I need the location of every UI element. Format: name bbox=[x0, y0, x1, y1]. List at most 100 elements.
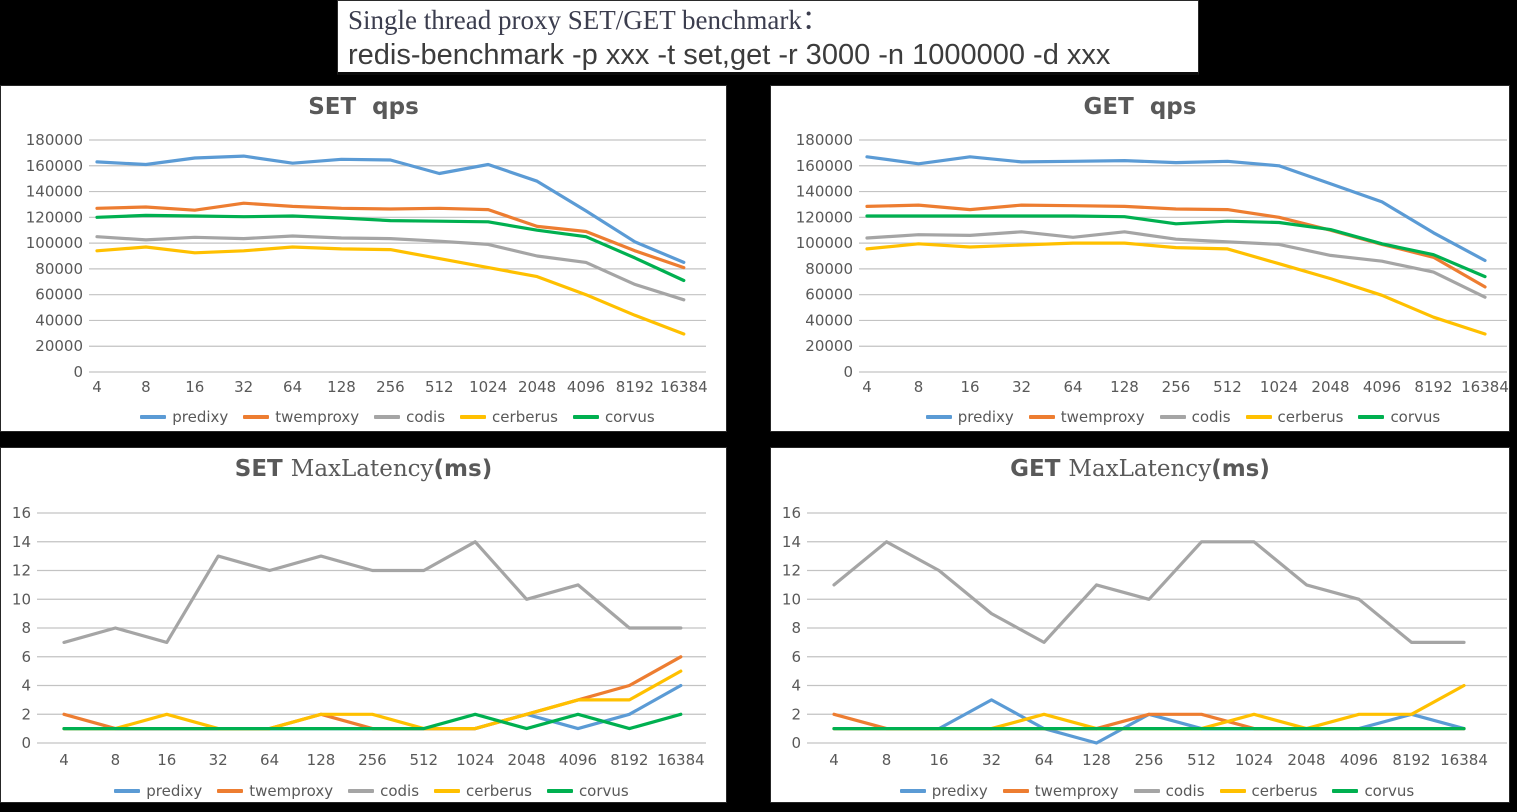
x-axis-label: 2048 bbox=[508, 751, 546, 769]
x-axis-label: 4 bbox=[862, 378, 872, 396]
legend-item-predixy: predixy bbox=[114, 782, 202, 800]
x-axis-label: 8 bbox=[141, 378, 151, 396]
chart-plot-set-qps: 180000 160000 140000 120000 100000 80000 60000… bbox=[26, 131, 708, 396]
x-axis-label: 8192 bbox=[616, 378, 654, 396]
x-axis-label: 16384 bbox=[660, 378, 708, 396]
series-line-cerberus bbox=[95, 245, 686, 336]
legend-item-twemproxy: twemproxy bbox=[217, 782, 333, 800]
legend-swatch-cerberus bbox=[1219, 789, 1246, 793]
legend-label-cerberus: cerberus bbox=[1251, 782, 1318, 800]
x-axis-label: 4096 bbox=[567, 378, 605, 396]
chart-panel-get-maxlatency: 16 14 12 10 8 6 4 2 0 4 8 16 32 64 128 256 512 1024 2048 40… bbox=[770, 447, 1510, 803]
legend-swatch-codis bbox=[1133, 789, 1160, 793]
x-axis-label: 8192 bbox=[1414, 378, 1452, 396]
series-line-cerberus bbox=[62, 669, 683, 731]
x-axis-label: 256 bbox=[1135, 751, 1164, 769]
series-line-codis bbox=[865, 230, 1487, 299]
legend-item-predixy: predixy bbox=[899, 782, 988, 800]
y-axis-label: 6 bbox=[791, 648, 801, 666]
x-axis-label: 2048 bbox=[518, 378, 556, 396]
legend-item-cerberus: cerberus bbox=[434, 782, 532, 800]
legend-item-corvus: corvus bbox=[1358, 408, 1440, 426]
legend-item-predixy: predixy bbox=[925, 408, 1014, 426]
legend-label-twemproxy: twemproxy bbox=[1060, 408, 1145, 426]
chart-title-segment: GET bbox=[1010, 456, 1069, 482]
y-axis-label: 0 bbox=[843, 363, 853, 381]
chart-title-segment: (ms) bbox=[433, 456, 493, 482]
series-line-predixy bbox=[832, 698, 1466, 745]
y-axis-label: 60000 bbox=[805, 286, 853, 304]
series-line-corvus bbox=[865, 214, 1487, 279]
x-axis-label: 256 bbox=[358, 751, 387, 769]
legend-label-predixy: predixy bbox=[146, 782, 203, 800]
legend-label-corvus: corvus bbox=[578, 782, 629, 800]
x-axis-label: 512 bbox=[425, 378, 454, 396]
legend-swatch-predixy bbox=[925, 415, 952, 419]
y-axis-label: 12 bbox=[782, 562, 801, 580]
chart-title-segment: SET bbox=[234, 456, 291, 482]
x-axis-label: 256 bbox=[1162, 378, 1191, 396]
y-axis-label: 8 bbox=[21, 619, 31, 637]
x-axis-label: 32 bbox=[982, 751, 1001, 769]
legend-swatch-cerberus bbox=[1245, 415, 1272, 419]
x-axis-label: 8 bbox=[882, 751, 892, 769]
y-axis-label: 16 bbox=[782, 504, 801, 522]
legend-label-cerberus: cerberus bbox=[1277, 408, 1344, 426]
legend-label-corvus: corvus bbox=[1364, 782, 1415, 800]
chart-title: SET MaxLatency(ms) bbox=[1, 456, 726, 482]
legend-label-corvus: corvus bbox=[1390, 408, 1441, 426]
y-axis-label: 10 bbox=[782, 590, 801, 608]
legend-swatch-corvus bbox=[1332, 789, 1359, 793]
series-line-codis bbox=[95, 234, 686, 302]
legend-item-cerberus: cerberus bbox=[1245, 408, 1344, 426]
series-line-cerberus bbox=[832, 683, 1466, 731]
x-axis-label: 8 bbox=[914, 378, 924, 396]
legend-label-twemproxy: twemproxy bbox=[249, 782, 334, 800]
legend-swatch-predixy bbox=[114, 789, 141, 793]
chart-legend: predixy twemproxy codis cerberus corvus bbox=[859, 407, 1507, 427]
series-line-predixy bbox=[62, 683, 683, 731]
legend-swatch-twemproxy bbox=[217, 789, 244, 793]
y-axis-label: 140000 bbox=[796, 183, 853, 201]
legend-swatch-predixy bbox=[899, 789, 926, 793]
x-axis-label: 1024 bbox=[1235, 751, 1273, 769]
x-axis-label: 512 bbox=[409, 751, 438, 769]
y-axis-label: 140000 bbox=[26, 183, 83, 201]
y-axis-label: 160000 bbox=[796, 157, 853, 175]
x-axis-label: 16384 bbox=[1461, 378, 1509, 396]
x-axis-label: 8 bbox=[111, 751, 121, 769]
legend-label-codis: codis bbox=[380, 782, 420, 800]
x-axis-label: 2048 bbox=[1311, 378, 1349, 396]
y-axis-label: 0 bbox=[73, 363, 83, 381]
x-axis-label: 128 bbox=[1110, 378, 1139, 396]
x-axis-label: 64 bbox=[1034, 751, 1053, 769]
y-axis-label: 8 bbox=[791, 619, 801, 637]
legend-label-cerberus: cerberus bbox=[466, 782, 532, 800]
x-axis-label: 256 bbox=[376, 378, 405, 396]
y-axis-label: 4 bbox=[21, 677, 31, 695]
chart-panel-get-qps: 180000 160000 140000 120000 100000 80000 60000… bbox=[770, 85, 1510, 432]
series-line-codis bbox=[62, 540, 683, 644]
legend-swatch-codis bbox=[374, 415, 401, 419]
chart-title-segment: SET qps bbox=[308, 94, 419, 120]
x-axis-label: 128 bbox=[1082, 751, 1111, 769]
y-axis-label: 0 bbox=[21, 734, 31, 752]
header-title: Single thread proxy SET/GET benchmark： bbox=[348, 5, 829, 35]
x-axis-label: 2048 bbox=[1287, 751, 1325, 769]
series-line-twemproxy bbox=[95, 201, 686, 270]
y-axis-label: 100000 bbox=[26, 234, 83, 252]
x-axis-label: 16384 bbox=[1440, 751, 1488, 769]
legend-label-codis: codis bbox=[1165, 782, 1205, 800]
y-axis-label: 40000 bbox=[35, 311, 83, 329]
x-axis-label: 32 bbox=[1012, 378, 1031, 396]
y-axis-label: 40000 bbox=[805, 311, 853, 329]
series-line-cerberus bbox=[865, 241, 1487, 336]
y-axis-label: 120000 bbox=[796, 208, 853, 226]
chart-title-segment: MaxLatency bbox=[290, 456, 434, 482]
chart-legend: predixy twemproxy codis cerberus corvus bbox=[89, 407, 706, 427]
x-axis-label: 64 bbox=[283, 378, 302, 396]
legend-swatch-corvus bbox=[572, 415, 599, 419]
legend-swatch-cerberus bbox=[460, 415, 487, 419]
legend-label-corvus: corvus bbox=[604, 408, 655, 426]
